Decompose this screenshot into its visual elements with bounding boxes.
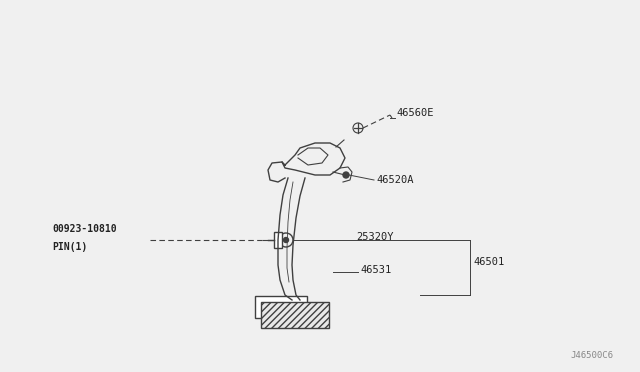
Bar	[274, 232, 282, 248]
Text: 46501: 46501	[473, 257, 504, 267]
Text: PIN(1): PIN(1)	[52, 242, 87, 252]
Text: 25320Y: 25320Y	[356, 232, 394, 242]
Text: 46531: 46531	[360, 265, 391, 275]
Circle shape	[284, 237, 289, 243]
Circle shape	[343, 172, 349, 178]
Text: 46560E: 46560E	[396, 108, 433, 118]
Bar	[255, 296, 307, 318]
Text: J46500C6: J46500C6	[570, 350, 613, 359]
Text: 00923-10810: 00923-10810	[52, 224, 116, 234]
Bar	[261, 302, 329, 328]
Text: 46520A: 46520A	[376, 175, 413, 185]
